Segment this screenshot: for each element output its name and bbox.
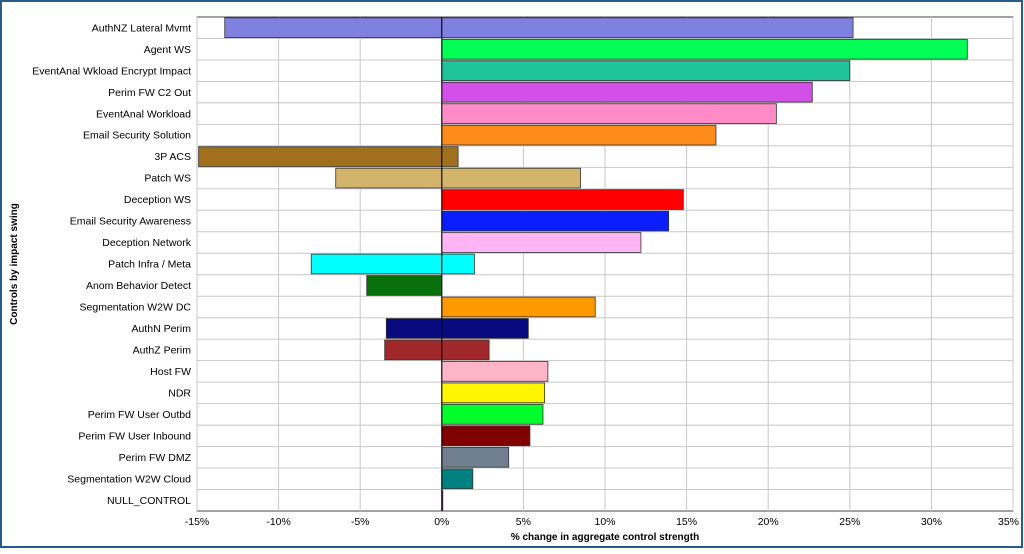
x-tick-label: 30%	[921, 516, 942, 528]
bar-low	[385, 318, 443, 339]
bar-high	[441, 103, 777, 124]
bar-high	[441, 189, 684, 210]
x-tick-label: 20%	[758, 516, 779, 528]
bar-high	[441, 425, 531, 447]
category-label: NDR	[168, 387, 191, 399]
bar-high	[441, 382, 546, 404]
bar-high	[441, 232, 642, 253]
category-label: EventAnal Workload	[96, 108, 191, 120]
x-tick-label: 15%	[676, 516, 697, 528]
category-label: Segmentation W2W Cloud	[67, 473, 191, 485]
category-label: Host FW	[150, 366, 191, 378]
category-labels: AuthNZ Lateral Mvmt Agent WS EventAnal Wkl…	[32, 22, 191, 507]
bar-high	[441, 124, 717, 146]
x-tick-labels: -15% -10% -5% 0% 5% 10% 15% 20% 25% 30% 35%	[185, 516, 1019, 528]
category-label: Perim FW C2 Out	[108, 87, 191, 99]
bar-high	[441, 60, 851, 81]
category-label: NULL_CONTROL	[107, 495, 191, 507]
bar-high	[441, 468, 474, 490]
x-tick-label: -10%	[266, 516, 291, 528]
category-label: Agent WS	[144, 44, 191, 56]
x-tick-label: 25%	[839, 516, 860, 528]
category-label: 3P ACS	[154, 151, 191, 163]
bar-low	[198, 146, 443, 167]
category-label: AuthNZ Lateral Mvmt	[92, 22, 191, 34]
x-tick-label: -5%	[351, 516, 370, 528]
bar-high	[441, 404, 544, 425]
x-tick-label: 35%	[998, 516, 1019, 528]
bar-high	[441, 210, 670, 232]
bars	[198, 17, 968, 511]
bar-high	[441, 167, 581, 189]
bar-high	[441, 361, 549, 382]
bar-high	[441, 38, 968, 60]
category-label: Perim FW User Inbound	[78, 430, 191, 442]
category-label: AuthN Perim	[131, 323, 191, 335]
x-tick-label: 5%	[516, 516, 531, 528]
x-tick-label: -15%	[185, 516, 210, 528]
bar-high	[441, 318, 529, 339]
category-label: Perim FW User Outbd	[88, 409, 191, 421]
category-label: Patch WS	[144, 173, 191, 185]
bar-high	[441, 296, 596, 318]
bar-low	[310, 253, 443, 275]
x-tick-label: 10%	[594, 516, 615, 528]
bar-high	[441, 447, 510, 468]
y-axis-label: Controls by impact swing	[9, 203, 20, 325]
bar-low	[384, 339, 443, 361]
category-label: Email Security Solution	[83, 130, 191, 142]
category-label: EventAnal Wkload Encrypt Impact	[32, 65, 191, 77]
bar-low	[366, 275, 443, 296]
bar-high	[441, 81, 813, 103]
category-label: Anom Behavior Detect	[86, 280, 191, 292]
bar-high	[441, 253, 475, 275]
x-tick-label: 0%	[434, 516, 449, 528]
bar-high	[441, 17, 854, 39]
bar-low	[224, 17, 443, 39]
bar-low	[335, 167, 443, 189]
category-label: Deception Network	[102, 237, 191, 249]
bar-high	[441, 339, 490, 361]
x-axis-label: % change in aggregate control strength	[511, 532, 699, 543]
category-label: Perim FW DMZ	[119, 452, 192, 464]
category-label: AuthZ Perim	[133, 345, 192, 357]
category-label: Email Security Awareness	[70, 216, 191, 228]
category-label: Patch Infra / Meta	[108, 259, 191, 271]
category-label: Deception WS	[124, 194, 191, 206]
bar-high	[441, 146, 459, 167]
category-label: Segmentation W2W DC	[80, 302, 192, 314]
